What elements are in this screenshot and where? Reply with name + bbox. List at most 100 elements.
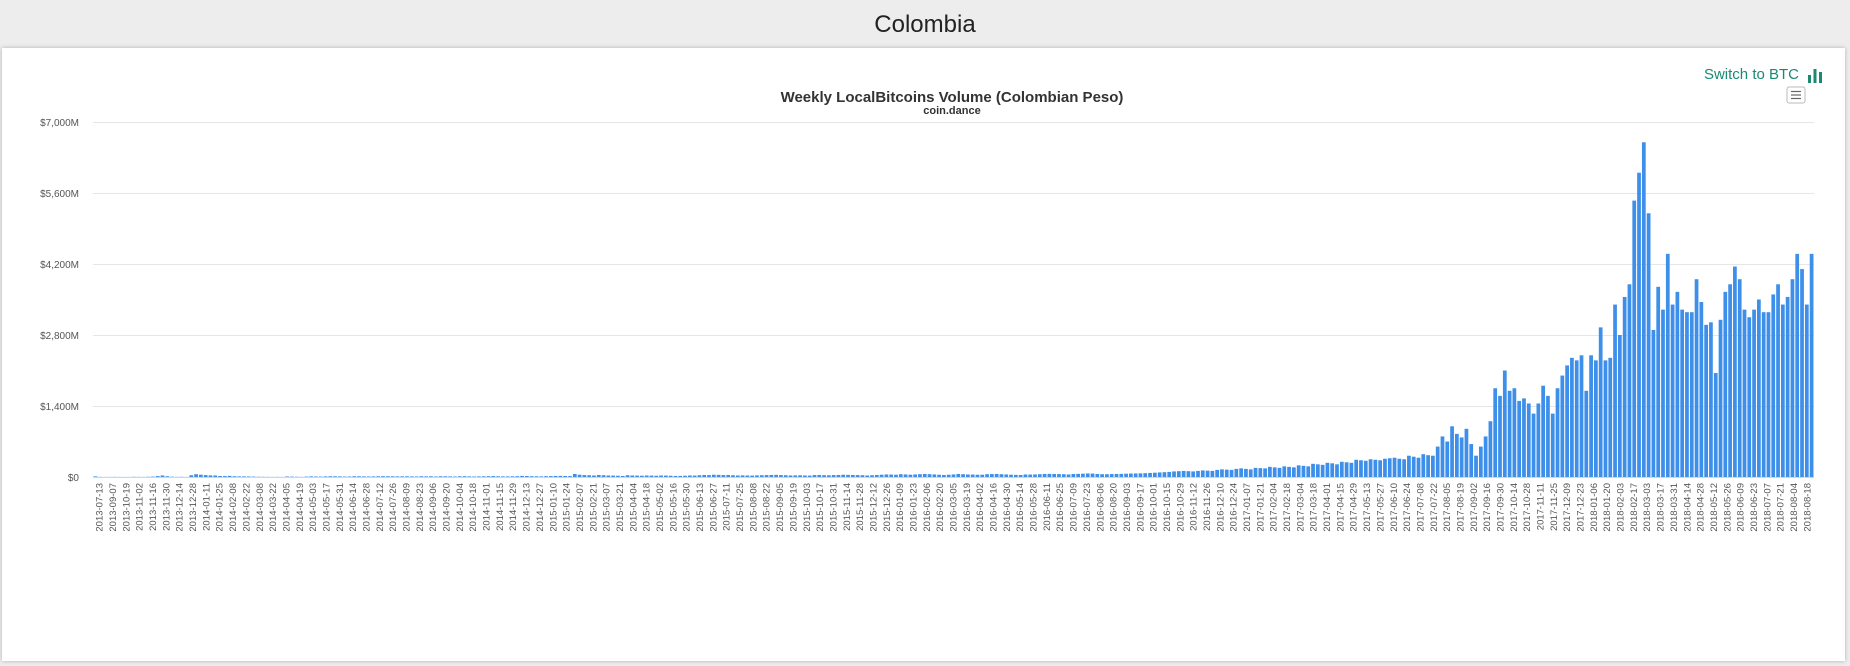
bar[interactable] bbox=[237, 476, 242, 477]
bar[interactable] bbox=[687, 475, 692, 477]
bar[interactable] bbox=[218, 475, 222, 477]
bar[interactable] bbox=[1613, 304, 1617, 477]
bar[interactable] bbox=[985, 474, 989, 477]
bar[interactable] bbox=[1651, 329, 1656, 477]
bar[interactable] bbox=[361, 476, 366, 477]
bar[interactable] bbox=[1440, 436, 1445, 477]
bar[interactable] bbox=[467, 476, 472, 477]
bar[interactable] bbox=[160, 475, 165, 477]
bar[interactable] bbox=[1109, 474, 1114, 477]
bar[interactable] bbox=[1186, 471, 1191, 477]
bar[interactable] bbox=[673, 475, 678, 477]
bar[interactable] bbox=[1105, 474, 1109, 477]
bar[interactable] bbox=[764, 475, 769, 477]
bar[interactable] bbox=[1531, 413, 1536, 477]
bar[interactable] bbox=[1061, 474, 1066, 477]
bar[interactable] bbox=[1603, 360, 1608, 477]
bar[interactable] bbox=[194, 474, 198, 477]
bar[interactable] bbox=[697, 475, 702, 477]
bar[interactable] bbox=[1229, 469, 1234, 477]
bar[interactable] bbox=[1220, 469, 1224, 477]
bar[interactable] bbox=[477, 476, 481, 477]
bar[interactable] bbox=[582, 475, 587, 477]
bar[interactable] bbox=[587, 475, 592, 477]
bar[interactable] bbox=[1325, 462, 1330, 477]
bar[interactable] bbox=[1507, 390, 1512, 477]
bar[interactable] bbox=[1133, 473, 1138, 477]
bar[interactable] bbox=[1004, 474, 1009, 477]
bar[interactable] bbox=[357, 476, 361, 477]
bar[interactable] bbox=[1637, 172, 1641, 477]
bar[interactable] bbox=[1426, 455, 1430, 477]
bar[interactable] bbox=[879, 474, 884, 477]
bar[interactable] bbox=[443, 476, 448, 477]
bar[interactable] bbox=[1402, 459, 1406, 477]
bar[interactable] bbox=[1210, 470, 1215, 477]
bar[interactable] bbox=[285, 476, 290, 477]
bar[interactable] bbox=[1152, 472, 1157, 477]
bar[interactable] bbox=[558, 475, 563, 477]
bar[interactable] bbox=[438, 476, 443, 477]
bar[interactable] bbox=[1641, 142, 1646, 477]
bar[interactable] bbox=[735, 475, 740, 477]
bar[interactable] bbox=[659, 475, 663, 477]
bar[interactable] bbox=[870, 475, 874, 477]
bar[interactable] bbox=[649, 475, 654, 477]
bar[interactable] bbox=[1680, 309, 1685, 477]
bar[interactable] bbox=[1100, 474, 1104, 477]
bar[interactable] bbox=[855, 475, 860, 477]
bar[interactable] bbox=[1057, 474, 1061, 477]
bar[interactable] bbox=[1809, 253, 1814, 477]
bar[interactable] bbox=[1148, 472, 1152, 477]
bar[interactable] bbox=[1464, 428, 1469, 477]
bar[interactable] bbox=[1445, 441, 1450, 478]
bar[interactable] bbox=[994, 473, 999, 477]
bar[interactable] bbox=[333, 476, 337, 477]
bar[interactable] bbox=[1042, 473, 1047, 477]
bar[interactable] bbox=[563, 475, 568, 477]
bar[interactable] bbox=[592, 475, 596, 477]
bar[interactable] bbox=[625, 475, 630, 477]
bar[interactable] bbox=[198, 474, 203, 477]
bar[interactable] bbox=[462, 476, 467, 477]
bar[interactable] bbox=[606, 475, 611, 477]
bar[interactable] bbox=[1421, 454, 1426, 477]
bar[interactable] bbox=[457, 476, 462, 477]
bar[interactable] bbox=[1498, 395, 1502, 477]
bar[interactable] bbox=[568, 476, 572, 477]
bar[interactable] bbox=[1584, 390, 1589, 477]
bar[interactable] bbox=[1373, 459, 1378, 477]
bar[interactable] bbox=[1565, 365, 1569, 477]
bar[interactable] bbox=[371, 476, 376, 477]
bar[interactable] bbox=[932, 474, 937, 477]
bar[interactable] bbox=[1517, 400, 1522, 477]
bar[interactable] bbox=[390, 476, 395, 477]
bar[interactable] bbox=[424, 476, 429, 477]
bar[interactable] bbox=[1282, 466, 1287, 477]
bar[interactable] bbox=[1339, 461, 1344, 477]
bar[interactable] bbox=[1685, 312, 1689, 477]
bar[interactable] bbox=[515, 476, 520, 477]
bar[interactable] bbox=[1608, 357, 1613, 477]
bar[interactable] bbox=[1033, 474, 1037, 477]
bar[interactable] bbox=[1397, 458, 1402, 477]
bar[interactable] bbox=[409, 476, 414, 477]
bar[interactable] bbox=[865, 475, 870, 477]
bar[interactable] bbox=[1018, 474, 1023, 477]
bar[interactable] bbox=[635, 475, 639, 477]
bar[interactable] bbox=[1478, 446, 1483, 477]
bar[interactable] bbox=[1550, 413, 1555, 477]
bar[interactable] bbox=[846, 474, 850, 477]
bar[interactable] bbox=[913, 474, 918, 477]
bar[interactable] bbox=[779, 475, 783, 477]
bar[interactable] bbox=[400, 476, 405, 477]
bar[interactable] bbox=[1368, 459, 1373, 477]
bar[interactable] bbox=[1066, 474, 1071, 477]
bar[interactable] bbox=[1181, 470, 1186, 477]
bar[interactable] bbox=[1009, 474, 1013, 477]
bar[interactable] bbox=[1488, 421, 1493, 477]
bar[interactable] bbox=[678, 475, 683, 477]
bar[interactable] bbox=[616, 475, 620, 477]
bar[interactable] bbox=[1013, 474, 1018, 477]
bar[interactable] bbox=[314, 476, 318, 477]
